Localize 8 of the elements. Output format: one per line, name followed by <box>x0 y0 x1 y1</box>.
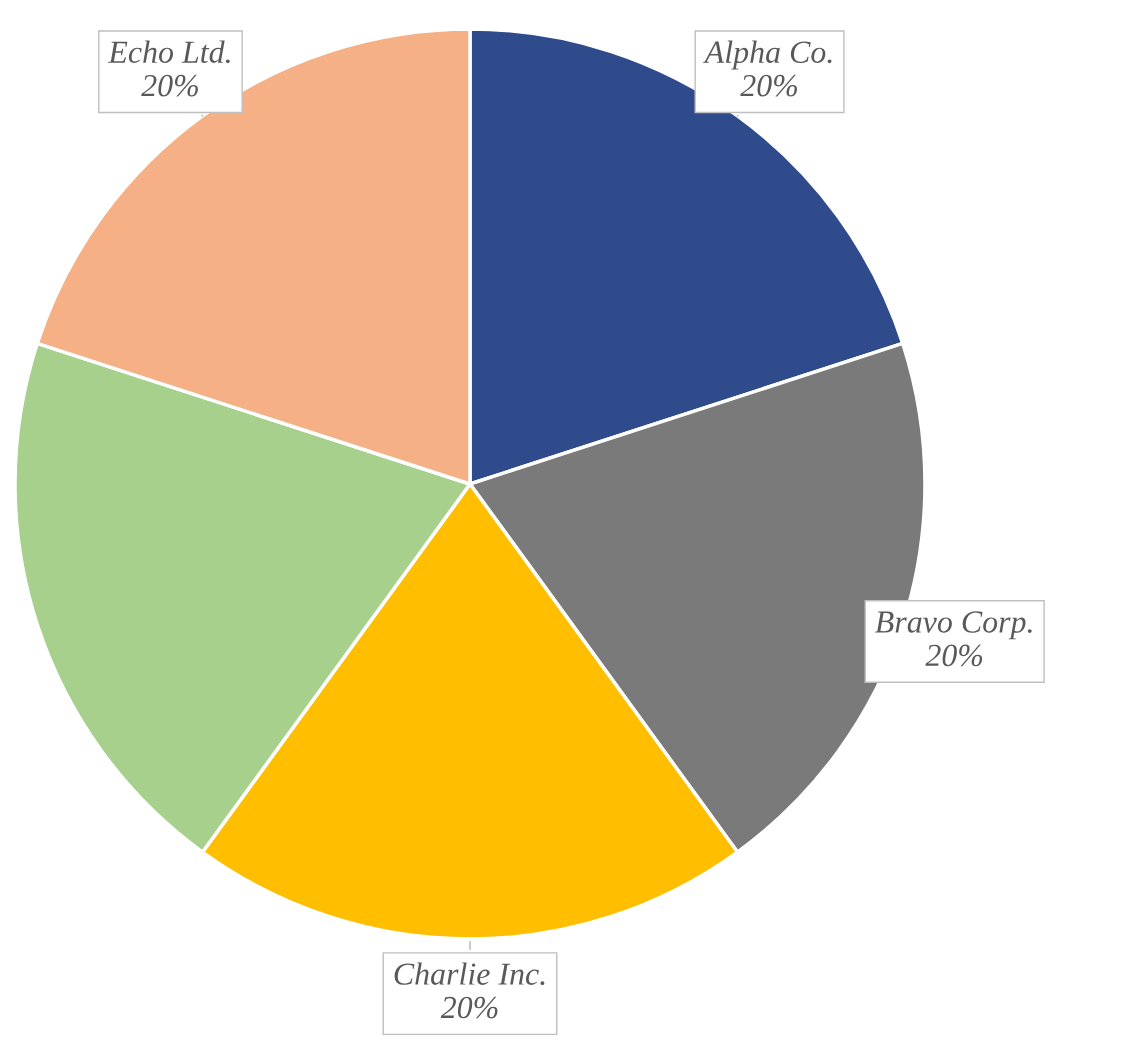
data-label: 20% <box>440 996 498 1019</box>
slice-label: Alpha Co. <box>703 40 832 70</box>
slice-label: Echo Ltd. <box>107 40 230 64</box>
data-label: 20% <box>740 74 797 97</box>
slice-label: Bravo Corp. <box>875 611 1032 640</box>
data-label: 20% <box>925 644 983 667</box>
slice-label: Charlie Inc. <box>394 962 545 986</box>
data-label: 20% <box>141 74 198 97</box>
